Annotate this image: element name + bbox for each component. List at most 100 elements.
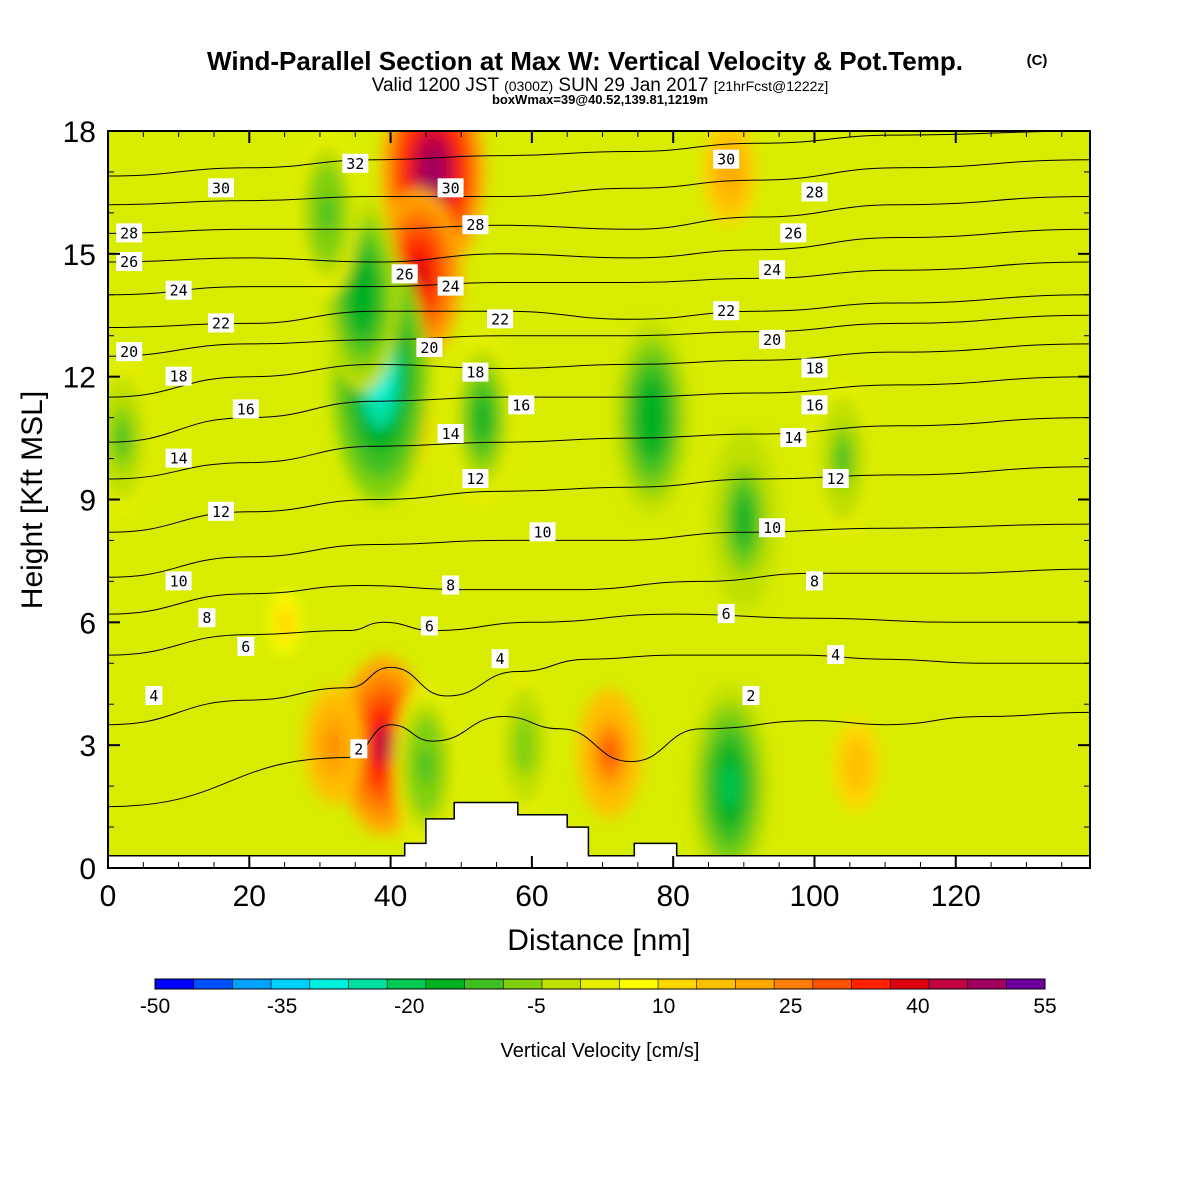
updraft-3 [833, 719, 880, 812]
contour-label-text: 8 [810, 572, 819, 590]
theta-contour-4 [108, 654, 1090, 726]
contour-label-box [116, 252, 143, 271]
contour-label-box [713, 301, 740, 321]
velocity-cell [836, 441, 850, 476]
contour-label: 4 [491, 649, 509, 669]
contour-label-text: 4 [149, 687, 158, 705]
downdraft-13 [614, 320, 690, 515]
contour-label: 30 [208, 178, 234, 198]
contour-label-box [780, 223, 807, 243]
contour-label: 22 [713, 301, 740, 321]
colorbar-swatch [967, 979, 1007, 989]
colorbar-swatch [812, 979, 852, 989]
colorbar-tick-label: 55 [1033, 995, 1056, 1018]
colorbar-swatch [735, 979, 775, 989]
contour-label-text: 22 [491, 310, 509, 328]
contour-label-box [801, 395, 828, 415]
velocity-cell [602, 739, 617, 768]
colorbar-swatch [619, 979, 659, 989]
contour-label-box [801, 358, 828, 378]
colorbar-tick-label: -20 [394, 995, 424, 1018]
contour-label-text: 14 [784, 429, 802, 447]
theta-contour-8 [108, 568, 1090, 615]
downdraft-16 [690, 684, 769, 868]
contour-label: 18 [165, 366, 192, 386]
contour-label: 24 [759, 260, 786, 280]
forecast-info: [21hrFcst@1222z] [714, 78, 829, 94]
velocity-cell [721, 763, 739, 809]
x-tick-label: 60 [515, 880, 548, 913]
contour-label-box [508, 395, 535, 415]
contour-label: 18 [462, 362, 489, 382]
contour-label: 24 [437, 276, 464, 296]
contour-label-box [165, 366, 192, 386]
contour-label-box [208, 178, 234, 198]
contour-label-text: 2 [354, 740, 363, 758]
updraft-7 [703, 131, 757, 226]
colorbar-swatch [851, 979, 891, 989]
contour-label-text: 28 [466, 216, 484, 234]
contour-label-box [342, 153, 369, 173]
y-axis-label: Height [Kft MSL] [16, 391, 49, 609]
contour-label-text: 20 [120, 343, 138, 361]
colorbar-tick-label: -50 [140, 995, 170, 1018]
x-tick-label: 120 [931, 880, 981, 913]
colorbar-tick-label: -5 [527, 995, 546, 1018]
contour-label: 6 [420, 616, 438, 636]
contour-label-box [529, 522, 556, 542]
y-tick-label: 0 [79, 853, 96, 886]
contour-label: 4 [145, 686, 163, 705]
vertical-velocity-field [108, 131, 880, 868]
contour-label-text: 2 [746, 687, 755, 705]
colorbar-swatch [348, 979, 388, 989]
contour-label-text: 26 [396, 265, 414, 283]
theta-contour-32 [108, 131, 1090, 177]
contour-label-box [437, 424, 464, 443]
contour-label: 20 [416, 338, 443, 357]
copyright-mark: (C) [1027, 52, 1048, 69]
contour-label: 26 [780, 223, 807, 243]
contour-label-text: 26 [120, 253, 138, 271]
velocity-cell [475, 398, 490, 437]
contour-label-box [416, 338, 443, 357]
contour-label-text: 22 [212, 314, 230, 332]
colorbar-swatch [696, 979, 736, 989]
colorbar-swatch [425, 979, 465, 989]
velocity-cell [643, 396, 661, 440]
colorbar-label: Vertical Velocity [cm/s] [501, 1040, 700, 1062]
contour-label-text: 6 [425, 617, 434, 635]
x-tick-label: 40 [374, 880, 407, 913]
contour-label-box [116, 223, 143, 243]
contour-label: 4 [827, 645, 845, 665]
velocity-cell [736, 500, 752, 540]
y-tick-label: 12 [63, 362, 96, 395]
contour-label-box [165, 280, 192, 300]
velocity-cell [281, 615, 289, 630]
contour-label-box [208, 501, 234, 521]
contour-label-box [232, 399, 259, 419]
contour-label-box [780, 428, 807, 448]
downdraft-17 [393, 682, 458, 849]
contour-label-box [801, 182, 828, 202]
contour-label-text: 16 [805, 396, 823, 414]
contour-label-box [420, 616, 438, 636]
colorbar-swatch [658, 979, 698, 989]
velocity-cell [418, 747, 433, 784]
contour-label: 16 [801, 395, 828, 415]
theta-contour-12 [108, 466, 1090, 533]
box-info: boxWmax=39@40.52,139.81,1219m [492, 92, 708, 107]
contour-label: 22 [208, 313, 234, 333]
contour-label-box [759, 329, 786, 349]
velocity-cell [354, 273, 371, 317]
contour-label-text: 30 [717, 151, 735, 169]
colorbar-swatch [774, 979, 814, 989]
y-tick-label: 15 [63, 239, 96, 272]
contour-label-box [491, 649, 509, 669]
contour-label-box [713, 149, 740, 169]
theta-contour-14 [108, 417, 1090, 480]
contour-label: 30 [437, 178, 464, 198]
contour-label: 8 [198, 608, 216, 628]
contour-label: 6 [237, 636, 255, 656]
